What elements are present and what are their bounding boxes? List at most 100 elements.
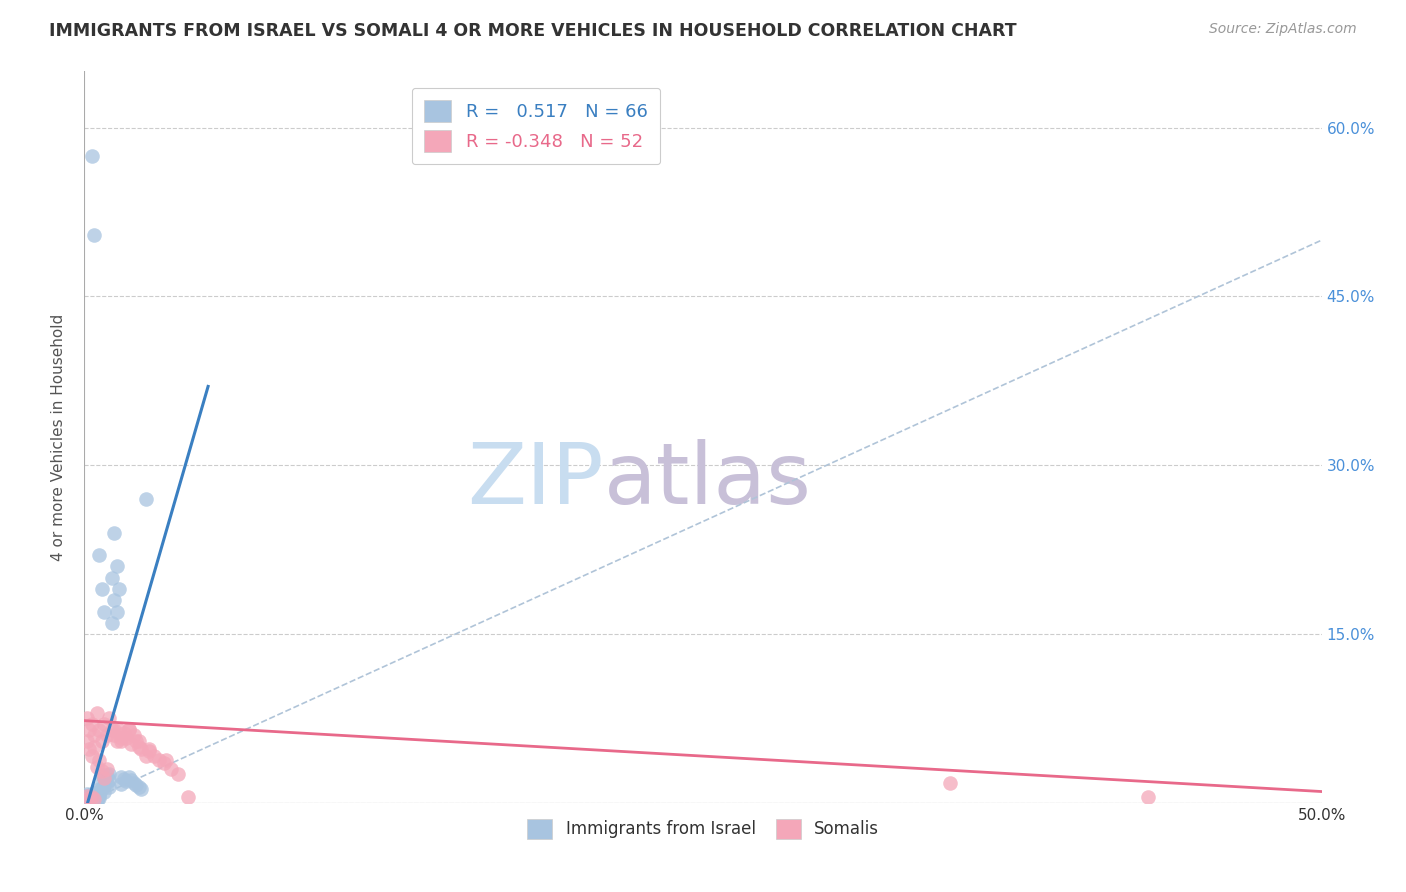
Point <box>90 734 112 748</box>
Point <box>86 760 108 774</box>
Point <box>80 792 103 806</box>
Point <box>98 773 121 788</box>
Point <box>89 787 111 801</box>
Point <box>80 793 103 807</box>
Point <box>93 771 115 785</box>
Point <box>80 149 103 163</box>
Point <box>86 788 108 802</box>
Point <box>86 793 108 807</box>
Point <box>98 780 121 794</box>
Point <box>129 782 152 797</box>
Text: ZIP: ZIP <box>468 440 605 523</box>
Point <box>105 605 128 619</box>
Point <box>93 717 115 731</box>
Point <box>89 753 111 767</box>
Point <box>89 791 111 805</box>
Point <box>76 792 98 806</box>
Point <box>96 762 118 776</box>
Point <box>110 734 132 748</box>
Point <box>86 792 108 806</box>
Point <box>138 741 160 756</box>
Point <box>83 227 105 242</box>
Point <box>118 722 141 736</box>
Point <box>83 792 105 806</box>
Point <box>76 734 98 748</box>
Point <box>122 728 145 742</box>
Point <box>129 741 152 756</box>
Point <box>76 789 98 803</box>
Point <box>103 728 125 742</box>
Y-axis label: 4 or more Vehicles in Household: 4 or more Vehicles in Household <box>51 313 66 561</box>
Legend: Immigrants from Israel, Somalis: Immigrants from Israel, Somalis <box>520 812 886 846</box>
Point <box>122 775 145 789</box>
Point <box>86 792 108 806</box>
Point <box>155 753 177 767</box>
Point <box>79 791 101 805</box>
Point <box>76 795 98 809</box>
Point <box>80 790 103 805</box>
Point <box>135 491 157 506</box>
Point <box>177 790 200 805</box>
Point <box>93 771 115 785</box>
Point <box>76 711 98 725</box>
Point <box>76 787 98 801</box>
Point <box>128 739 150 754</box>
Point <box>125 778 148 792</box>
Point <box>103 525 125 540</box>
Point <box>80 717 103 731</box>
Point <box>112 726 135 740</box>
Point <box>90 782 112 797</box>
Point <box>89 789 111 803</box>
Point <box>83 789 105 803</box>
Point <box>90 775 112 789</box>
Point <box>160 762 183 776</box>
Point <box>152 756 174 771</box>
Point <box>103 723 125 737</box>
Point <box>112 772 135 787</box>
Point <box>83 728 105 742</box>
Point <box>110 731 132 745</box>
Point <box>1137 790 1160 805</box>
Text: IMMIGRANTS FROM ISRAEL VS SOMALI 4 OR MORE VEHICLES IN HOUSEHOLD CORRELATION CHA: IMMIGRANTS FROM ISRAEL VS SOMALI 4 OR MO… <box>49 22 1017 40</box>
Point <box>135 748 157 763</box>
Point <box>76 790 98 805</box>
Point <box>108 582 131 596</box>
Point <box>79 792 101 806</box>
Point <box>115 731 138 745</box>
Point <box>76 793 98 807</box>
Point <box>98 766 121 780</box>
Text: atlas: atlas <box>605 440 813 523</box>
Point <box>100 571 122 585</box>
Point <box>148 753 170 767</box>
Point <box>80 748 103 763</box>
Point <box>110 777 132 791</box>
Point <box>118 723 141 737</box>
Point <box>138 744 160 758</box>
Point <box>79 791 101 805</box>
Point <box>167 766 190 780</box>
Point <box>79 788 101 802</box>
Point <box>93 605 115 619</box>
Point <box>90 582 112 596</box>
Point <box>105 559 128 574</box>
Point <box>115 774 138 789</box>
Point <box>83 791 105 805</box>
Point <box>142 748 165 763</box>
Point <box>80 789 103 803</box>
Point <box>86 790 108 805</box>
Point <box>125 734 148 748</box>
Point <box>105 734 128 748</box>
Point <box>83 786 105 800</box>
Point <box>83 739 105 754</box>
Point <box>89 548 111 562</box>
Point <box>939 775 962 789</box>
Point <box>79 790 101 805</box>
Point <box>90 764 112 779</box>
Point <box>83 793 105 807</box>
Point <box>96 767 118 781</box>
Point <box>80 791 103 805</box>
Point <box>86 706 108 720</box>
Point <box>128 780 150 794</box>
Point <box>79 793 101 807</box>
Point <box>90 767 112 781</box>
